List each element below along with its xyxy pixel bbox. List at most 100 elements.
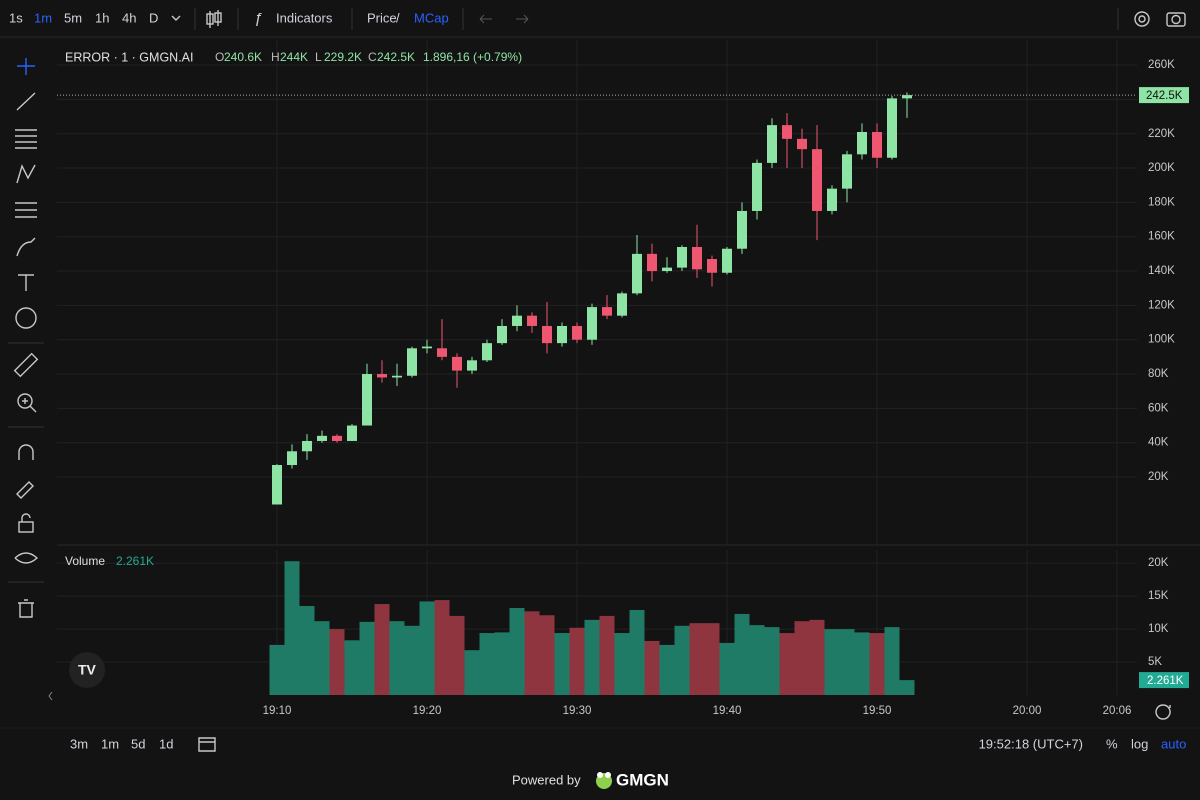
price-toggle[interactable]: Price (367, 10, 397, 25)
volume-bar (464, 650, 480, 695)
candle-body (467, 360, 477, 371)
emoji-tool[interactable] (15, 307, 37, 329)
pattern-tool[interactable] (16, 164, 36, 184)
lock-tool[interactable] (18, 513, 34, 533)
candle-body (692, 247, 702, 270)
candle-body (302, 440, 312, 452)
volume-bar (899, 680, 915, 695)
redo[interactable] (516, 14, 529, 24)
candle-body (542, 325, 552, 344)
interval-button[interactable]: 1h (95, 10, 109, 25)
volume-bar (509, 608, 525, 695)
volume-bar (764, 627, 780, 695)
y-tick-label: 180K (1148, 196, 1175, 208)
interval-menu[interactable] (171, 15, 181, 21)
candle-body (857, 132, 867, 155)
percent-toggle[interactable]: % (1106, 736, 1118, 751)
magnet-tool[interactable] (18, 444, 34, 460)
volume-tag-label: 2.261K (1147, 675, 1184, 687)
range-button[interactable]: 1m (101, 736, 119, 751)
range-button[interactable]: 3m (70, 736, 88, 751)
x-tick-label: 19:30 (563, 705, 592, 717)
range-button[interactable]: 1d (159, 736, 173, 751)
log-toggle[interactable]: log (1131, 736, 1148, 751)
chart-layer: 1s 1m 5m 1h 4h D Indicators Price / MCap 3m 1m 5d 1d 1… (9, 10, 1189, 789)
lock-drawing-tool[interactable] (16, 481, 34, 499)
brush-tool[interactable] (16, 237, 36, 257)
hide-tool[interactable] (14, 552, 39, 564)
y-tick-label: 260K (1148, 59, 1175, 71)
legend-value: 244K (280, 50, 308, 64)
pane-value: 2.261K (116, 554, 154, 568)
crosshair-tool[interactable] (17, 58, 35, 75)
screenshot[interactable] (1166, 12, 1186, 27)
interval-button[interactable]: 5m (64, 10, 82, 25)
interval-button[interactable]: D (149, 10, 158, 25)
candle-body (677, 247, 687, 268)
candle-body (737, 210, 747, 249)
projection-tool[interactable] (15, 202, 37, 218)
last-price-label: 242.5K (1146, 90, 1183, 102)
volume-bar (644, 640, 660, 695)
volume-bar (284, 561, 300, 695)
volume-bar (779, 633, 795, 695)
volume-bar (869, 633, 885, 695)
legend-key: L (315, 50, 322, 64)
mcap-toggle[interactable]: MCap (414, 10, 449, 25)
powered-by: Powered by (512, 772, 581, 787)
indicators-button[interactable]: Indicators (276, 10, 333, 25)
volume-bar (434, 600, 450, 695)
drawing-toolbar (8, 58, 53, 701)
candle-body (812, 149, 822, 211)
range-button[interactable]: 5d (131, 736, 145, 751)
y-tick-label: 15K (1148, 590, 1169, 602)
candle-body (617, 293, 627, 316)
interval-button[interactable]: 1m (34, 10, 52, 25)
candle-body (317, 435, 327, 441)
y-tick-label: 140K (1148, 265, 1175, 277)
volume-bar (794, 621, 810, 695)
volume-bar (374, 604, 390, 695)
gmgn-logo (596, 772, 612, 789)
interval-button[interactable]: 4h (122, 10, 136, 25)
volume-bar (449, 615, 465, 695)
settings[interactable] (1134, 11, 1150, 27)
collapse[interactable] (48, 691, 53, 701)
auto-toggle[interactable]: auto (1161, 736, 1186, 751)
candle-body (377, 374, 387, 378)
y-tick-label: 60K (1148, 402, 1169, 414)
fx-icon[interactable]: ƒ (254, 10, 262, 27)
y-tick-label: 160K (1148, 231, 1175, 243)
candle-body (407, 348, 417, 376)
y-tick-label: 5K (1148, 656, 1162, 668)
candle-body (347, 425, 357, 441)
candle-body (887, 98, 897, 158)
goto-date[interactable] (198, 737, 216, 752)
candle-body (842, 154, 852, 189)
chart-type-button[interactable] (206, 10, 222, 28)
y-tick-label: 20K (1148, 471, 1169, 483)
candle-body (602, 307, 612, 316)
axis-settings[interactable] (1155, 704, 1171, 720)
clock: 19:52:18 (UTC+7) (979, 736, 1083, 751)
y-tick-label: 40K (1148, 437, 1169, 449)
ruler-tool[interactable] (13, 352, 39, 378)
zoom-tool[interactable] (17, 393, 37, 413)
y-tick-label: 120K (1148, 299, 1175, 311)
line-tool[interactable] (16, 92, 36, 111)
volume-bar (824, 629, 840, 695)
fib-tool[interactable] (15, 129, 37, 149)
text-tool[interactable] (18, 274, 34, 291)
undo[interactable] (479, 14, 492, 24)
volume-bar (404, 625, 420, 695)
volume-bar (539, 615, 555, 695)
volume-bar (329, 629, 345, 695)
candle-body (497, 325, 507, 344)
svg-text:TV: TV (78, 662, 97, 678)
legend-value: 229.2K (324, 50, 362, 64)
volume-bar (599, 615, 615, 695)
delete-tool[interactable] (18, 599, 34, 618)
volume-bar (704, 623, 720, 695)
volume-bar (614, 633, 630, 695)
interval-button[interactable]: 1s (9, 10, 23, 25)
